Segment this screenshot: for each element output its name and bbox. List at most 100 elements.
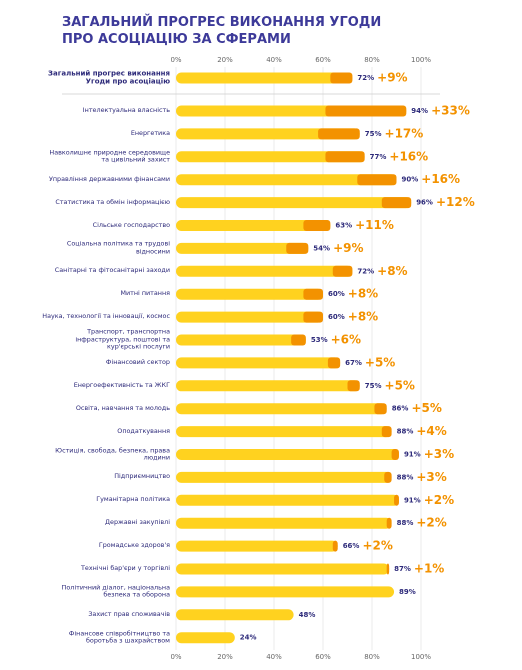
x-tick-label: 40% xyxy=(266,653,282,661)
value-label: 60% xyxy=(328,313,345,321)
category-label: Статистика та обмін інформацією xyxy=(55,197,170,206)
increase-bar xyxy=(394,494,399,506)
increase-label: +2% xyxy=(362,539,392,553)
category-label: Захист прав споживачів xyxy=(88,610,170,618)
increase-label: +8% xyxy=(348,310,378,324)
bar xyxy=(176,197,412,209)
bar xyxy=(176,380,360,392)
increase-label: +5% xyxy=(385,378,415,392)
increase-label: +16% xyxy=(421,172,460,186)
category-label: Юстиція, свобода, безпека, права людини xyxy=(55,445,170,462)
increase-bar xyxy=(386,563,390,575)
category-label: Навколишнє природне середовище та цивіль… xyxy=(49,148,170,164)
increase-bar xyxy=(325,151,365,163)
bar xyxy=(176,151,365,163)
increase-label: +5% xyxy=(365,355,395,369)
bar xyxy=(176,220,331,231)
value-label: 88% xyxy=(397,519,414,527)
value-label: 91% xyxy=(404,496,421,504)
category-label: Санітарні та фітосанітарні заходи xyxy=(54,266,170,275)
increase-bar xyxy=(384,471,392,483)
increase-bar xyxy=(381,426,392,438)
value-label: 75% xyxy=(365,130,382,138)
increase-label: +11% xyxy=(355,218,394,232)
bar xyxy=(176,632,235,644)
x-tick-label: 100% xyxy=(411,56,431,64)
bar xyxy=(176,403,387,415)
increase-label: +9% xyxy=(333,241,363,255)
x-tick-label: 60% xyxy=(315,56,331,64)
bar xyxy=(176,72,353,84)
bar xyxy=(176,471,392,483)
increase-label: +8% xyxy=(377,264,407,278)
category-label: Оподаткування xyxy=(117,426,170,435)
bar xyxy=(176,586,395,598)
x-tick-label: 40% xyxy=(266,56,282,64)
value-label: 94% xyxy=(411,107,428,115)
bar xyxy=(176,540,338,552)
category-label: Освіта, навчання та молодь xyxy=(75,403,170,412)
category-label: Наука, технології та інновації, космос xyxy=(42,312,170,321)
increase-bar xyxy=(391,449,399,460)
category-label: Політичний діалог, національна безпека т… xyxy=(61,583,170,599)
increase-label: +5% xyxy=(411,401,441,415)
bar xyxy=(176,609,294,621)
value-label: 86% xyxy=(392,405,409,413)
category-label: Технічні бар'єри у торгівлі xyxy=(80,564,170,573)
increase-bar xyxy=(303,220,331,231)
value-label: 54% xyxy=(313,244,330,252)
value-label: 48% xyxy=(299,611,316,619)
category-label: Енергоефективність та ЖКГ xyxy=(73,381,170,389)
increase-bar xyxy=(357,174,397,186)
value-label: 53% xyxy=(311,336,328,344)
value-label: 67% xyxy=(345,359,362,367)
category-label: Фінансовий сектор xyxy=(105,358,170,367)
increase-label: +2% xyxy=(424,493,454,507)
bar xyxy=(176,242,309,254)
increase-bar xyxy=(330,72,353,84)
category-label: Громадське здоров'я xyxy=(98,541,170,550)
category-label: Підприємництво xyxy=(114,472,170,481)
x-tick-label: 20% xyxy=(217,653,233,661)
value-label: 77% xyxy=(370,153,387,161)
x-tick-label: 60% xyxy=(315,653,331,661)
category-label: Митні питання xyxy=(120,289,170,298)
increase-bar xyxy=(303,288,323,300)
increase-bar xyxy=(347,380,360,392)
value-label: 90% xyxy=(402,176,419,184)
increase-bar xyxy=(381,197,412,209)
value-label: 91% xyxy=(404,451,421,459)
bar xyxy=(176,174,397,186)
value-label: 88% xyxy=(397,428,414,436)
value-label: 60% xyxy=(328,290,345,298)
increase-label: +16% xyxy=(389,149,428,163)
x-tick-label: 0% xyxy=(170,56,181,64)
x-tick-label: 20% xyxy=(217,56,233,64)
bar xyxy=(176,128,360,140)
category-label: Загальний прогрес виконання Угоди про ас… xyxy=(48,69,170,85)
increase-label: +9% xyxy=(377,71,407,85)
value-label: 63% xyxy=(335,222,352,230)
increase-bar xyxy=(318,128,360,140)
category-label: Сільське господарство xyxy=(92,220,170,229)
category-label: Гуманітарна політика xyxy=(96,495,170,504)
category-label: Управління державними фінансами xyxy=(48,174,170,183)
increase-bar xyxy=(386,517,392,529)
category-label: Соціальна політика та трудові відносини xyxy=(66,239,170,256)
increase-bar xyxy=(374,403,387,415)
bar xyxy=(176,517,392,529)
value-label: 66% xyxy=(343,542,360,550)
x-tick-label: 80% xyxy=(364,653,380,661)
category-label: Інтелектуальна власність xyxy=(82,106,170,115)
increase-label: +6% xyxy=(331,333,361,347)
bar xyxy=(176,449,399,460)
value-label: 87% xyxy=(394,565,411,573)
bar xyxy=(176,357,341,369)
x-tick-label: 0% xyxy=(170,653,181,661)
category-label: Транспорт, транспортна інфраструктура, п… xyxy=(75,327,170,351)
value-label: 96% xyxy=(416,199,433,207)
bar xyxy=(176,311,323,323)
increase-label: +3% xyxy=(416,470,446,484)
